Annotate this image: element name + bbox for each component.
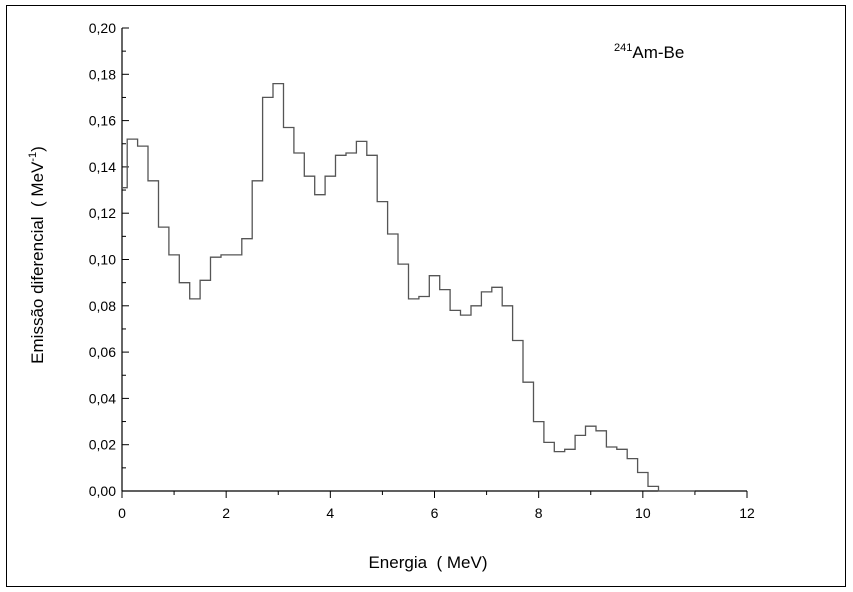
x-axis-label: Energia ( MeV): [368, 553, 487, 572]
y-tick-label: 0,16: [89, 113, 116, 129]
y-tick-label: 0,02: [89, 437, 116, 453]
x-tick-label: 2: [222, 505, 230, 521]
y-tick-label: 0,08: [89, 298, 116, 314]
ticks: [121, 27, 748, 498]
x-tick-label: 4: [326, 505, 334, 521]
y-axis-label-close: ): [28, 146, 47, 152]
y-tick-label: 0,04: [89, 390, 116, 406]
source-annotation: 241Am-Be: [614, 42, 684, 62]
y-tick-label: 0,10: [89, 252, 116, 268]
x-tick-label: 12: [739, 505, 755, 521]
annotation-text: Am-Be: [632, 43, 684, 62]
y-tick-label: 0,20: [89, 20, 116, 36]
y-tick-label: 0,12: [89, 205, 116, 221]
annotation-superscript: 241: [614, 42, 632, 54]
y-tick-label: 0,00: [89, 483, 116, 499]
y-axis-label-main: Emissão diferencial ( MeV: [28, 161, 47, 364]
x-tick-label: 8: [535, 505, 543, 521]
tick-labels: 0,00 0,02 0,04 0,06 0,08 0,10 0,12 0,14 0,16 0,18…: [89, 20, 755, 521]
spectrum-series-line: [122, 82, 695, 492]
y-tick-label: 0,14: [89, 159, 116, 175]
y-tick-label: 0,06: [89, 344, 116, 360]
y-axis-label-exponent: -1: [27, 152, 39, 162]
x-tick-label: 6: [431, 505, 439, 521]
x-tick-label: 0: [118, 505, 126, 521]
axes: [121, 28, 747, 492]
x-tick-label: 10: [635, 505, 651, 521]
y-tick-label: 0,18: [89, 66, 116, 82]
y-axis-label: Emissão diferencial ( MeV-1): [27, 146, 47, 364]
